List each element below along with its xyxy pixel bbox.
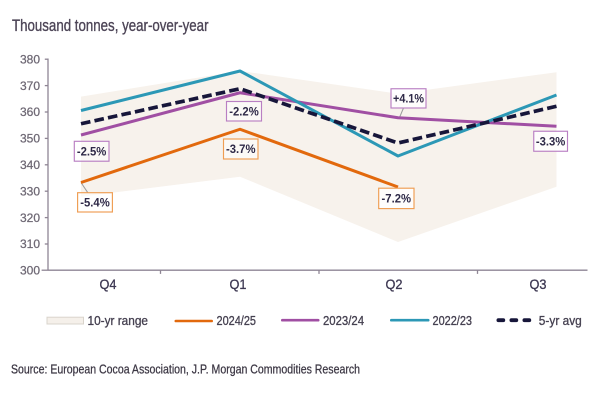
svg-text:Source: European Cocoa Associa: Source: European Cocoa Association, J.P.… bbox=[11, 363, 360, 377]
svg-text:-5.4%: -5.4% bbox=[80, 196, 110, 210]
svg-text:2022/23: 2022/23 bbox=[433, 314, 473, 328]
svg-text:300: 300 bbox=[20, 263, 40, 277]
svg-text:5-yr avg: 5-yr avg bbox=[539, 314, 582, 328]
svg-text:-7.2%: -7.2% bbox=[382, 192, 412, 206]
svg-text:+4.1%: +4.1% bbox=[393, 92, 424, 106]
svg-text:Thousand tonnes, year-over-yea: Thousand tonnes, year-over-year bbox=[12, 17, 209, 35]
svg-text:360: 360 bbox=[20, 105, 40, 119]
svg-text:-3.7%: -3.7% bbox=[226, 142, 256, 156]
svg-text:Q4: Q4 bbox=[100, 277, 117, 292]
svg-text:Q3: Q3 bbox=[530, 277, 547, 292]
svg-text:10-yr range: 10-yr range bbox=[88, 314, 149, 328]
svg-text:-3.3%: -3.3% bbox=[536, 135, 566, 149]
svg-text:310: 310 bbox=[20, 237, 40, 251]
svg-text:350: 350 bbox=[20, 132, 40, 146]
svg-text:380: 380 bbox=[20, 52, 40, 66]
svg-text:2024/25: 2024/25 bbox=[217, 314, 257, 328]
svg-text:2023/24: 2023/24 bbox=[323, 314, 364, 328]
svg-text:320: 320 bbox=[20, 211, 40, 225]
svg-text:-2.5%: -2.5% bbox=[77, 145, 107, 159]
svg-text:Q1: Q1 bbox=[230, 277, 247, 292]
svg-text:-2.2%: -2.2% bbox=[229, 105, 259, 119]
svg-text:Q2: Q2 bbox=[386, 277, 403, 292]
svg-text:370: 370 bbox=[20, 79, 40, 93]
svg-text:340: 340 bbox=[20, 158, 40, 172]
svg-text:330: 330 bbox=[20, 184, 40, 198]
